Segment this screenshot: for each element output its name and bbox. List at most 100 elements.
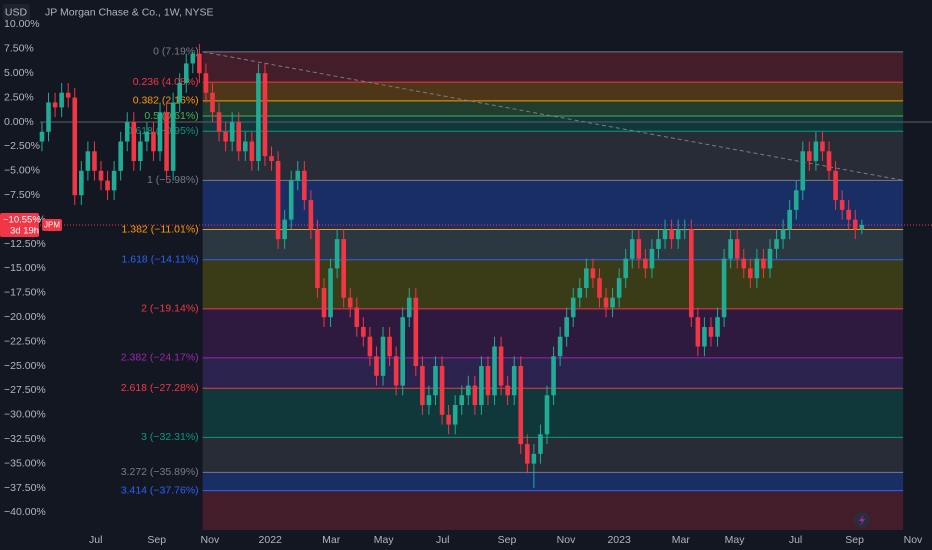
candle-body xyxy=(465,385,471,396)
candle-body xyxy=(787,209,792,230)
chart-title: JP Morgan Chase & Co., 1W, NYSE xyxy=(45,6,213,18)
candle-body xyxy=(603,297,609,308)
candle-body xyxy=(649,248,655,269)
candle-body xyxy=(124,122,130,142)
candle-body xyxy=(584,268,589,288)
candle-body xyxy=(538,434,543,454)
candle-body xyxy=(616,278,622,298)
fib-label: 1.382 (−11.01%) xyxy=(122,223,199,235)
candle-body xyxy=(610,297,615,308)
candle-body xyxy=(780,229,786,240)
candle-body xyxy=(629,239,635,259)
currency: USD xyxy=(5,6,28,18)
y-tick-label: 2.50% xyxy=(4,91,34,103)
x-tick-label: Mar xyxy=(322,534,341,546)
x-tick-label: Jul xyxy=(89,534,102,546)
fib-label: 0 (7.19%) xyxy=(153,46,199,58)
candle-body xyxy=(472,385,478,406)
fib-label: 1.618 (−14.11%) xyxy=(122,254,199,266)
candle-body xyxy=(190,53,196,64)
candle-body xyxy=(223,131,228,142)
fib-label: 3 (−32.31%) xyxy=(141,431,199,443)
y-tick-label: 10.00% xyxy=(4,18,40,30)
candle-body xyxy=(400,317,405,386)
x-tick-label: Sep xyxy=(498,534,517,546)
fib-label: 3.414 (−37.76%) xyxy=(121,484,199,496)
y-tick-label: 5.00% xyxy=(4,67,34,79)
candle-body xyxy=(459,395,465,406)
candle-body xyxy=(420,366,425,406)
candle-body xyxy=(761,258,766,269)
candle-body xyxy=(354,307,360,327)
candle-body xyxy=(820,141,825,152)
candle-body xyxy=(210,92,215,113)
candle-body xyxy=(315,229,320,288)
candle-body xyxy=(479,366,484,406)
candle-body xyxy=(767,248,773,269)
fib-label: 2 (−19.14%) xyxy=(141,303,199,315)
fib-band xyxy=(202,131,904,181)
candle-body xyxy=(485,366,491,396)
x-tick-label: May xyxy=(374,534,395,546)
candle-body xyxy=(52,102,58,108)
candle-body xyxy=(367,336,373,357)
y-tick-label: −17.50% xyxy=(4,287,46,299)
candle-body xyxy=(308,200,314,230)
candle-body xyxy=(85,151,91,171)
y-tick-label: −22.50% xyxy=(4,335,46,347)
y-tick-label: −7.50% xyxy=(4,189,40,201)
plot: 0 (7.19%)0.236 (4.08%)0.382 (2.16%)0.5 (… xyxy=(4,18,932,546)
candle-body xyxy=(577,287,583,298)
y-tick-label: −37.50% xyxy=(4,482,46,494)
candle-body xyxy=(164,112,169,171)
candle-body xyxy=(203,73,209,93)
candle-body xyxy=(302,170,307,201)
candle-body xyxy=(157,112,163,152)
candle-body xyxy=(288,180,294,220)
x-tick-label: Nov xyxy=(201,534,220,546)
candle-body xyxy=(269,156,274,162)
candle-body xyxy=(505,385,510,396)
candle-body xyxy=(131,122,137,162)
candle-body xyxy=(72,97,78,196)
x-tick-label: May xyxy=(725,534,746,546)
candle-body xyxy=(144,131,150,142)
candle-body xyxy=(256,73,261,162)
candle-body xyxy=(498,346,504,386)
candle-body xyxy=(433,366,438,396)
candle-body xyxy=(826,151,832,171)
candle-body xyxy=(65,92,71,98)
fib-band xyxy=(202,437,904,473)
candle-body xyxy=(105,180,110,191)
candle-body xyxy=(341,239,346,298)
fib-band xyxy=(202,472,904,491)
candle-body xyxy=(374,356,379,376)
candle-body xyxy=(813,141,819,162)
candle-body xyxy=(216,112,222,132)
candle-body xyxy=(669,229,674,240)
candle-body xyxy=(754,258,760,279)
candle-body xyxy=(138,141,143,162)
y-tick-label: 0.00% xyxy=(4,116,34,128)
candle-body xyxy=(406,297,412,318)
candle-body xyxy=(118,141,123,171)
y-tick-label: −25.00% xyxy=(4,360,46,372)
candle-body xyxy=(597,278,602,298)
candle-body xyxy=(511,366,517,396)
fib-band xyxy=(202,229,904,260)
currency-box[interactable] xyxy=(3,4,30,20)
y-tick-label: −2.50% xyxy=(4,140,40,152)
lightning-glyph xyxy=(859,514,865,526)
candle-body xyxy=(662,229,668,240)
candle-body xyxy=(387,336,392,357)
candle-body xyxy=(393,356,399,386)
candle-body xyxy=(295,170,301,181)
candle-body xyxy=(774,239,779,249)
candle-body xyxy=(229,122,235,142)
candle-body xyxy=(793,190,799,210)
x-tick-label: 2023 xyxy=(607,534,631,546)
candle-body xyxy=(262,73,268,157)
candle-body xyxy=(846,209,851,220)
symbol-label: JPM xyxy=(44,221,60,230)
candle-body xyxy=(446,414,451,425)
